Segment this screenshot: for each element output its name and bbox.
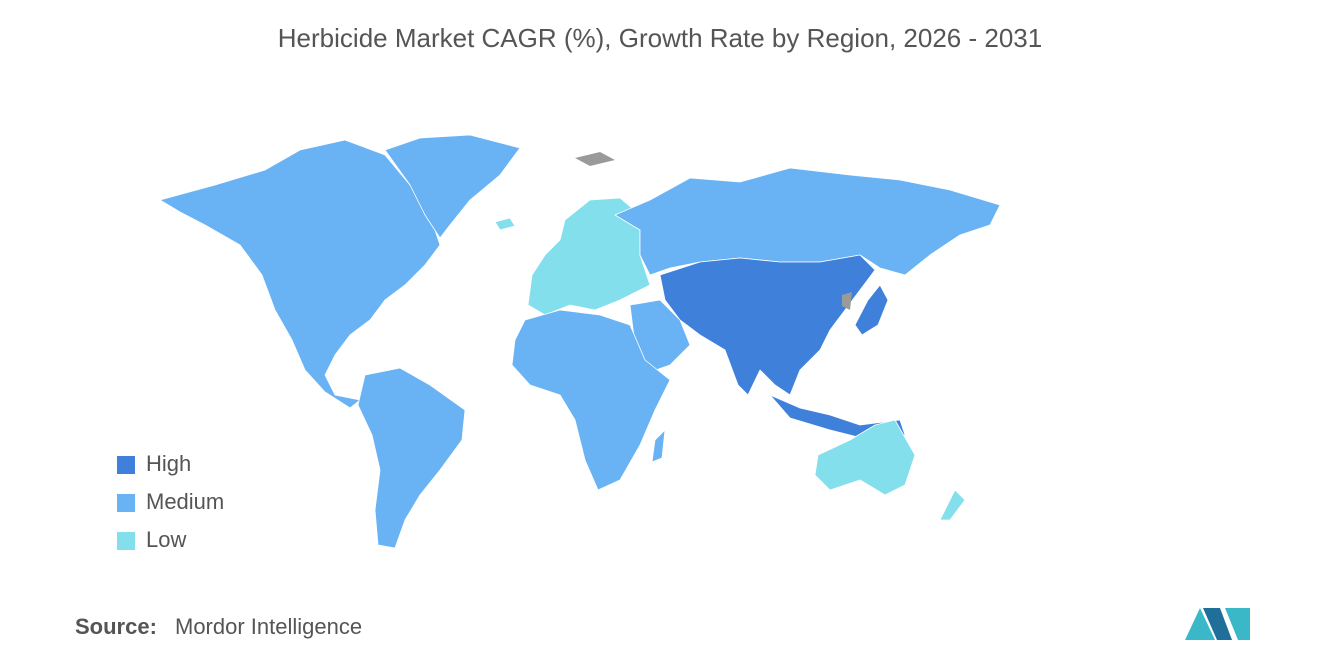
japan xyxy=(854,284,889,336)
no-data-korea xyxy=(842,292,852,310)
asia xyxy=(659,254,876,396)
legend: High Medium Low xyxy=(117,451,224,552)
legend-label: Medium xyxy=(146,489,224,514)
greenland xyxy=(384,134,521,239)
new-zealand xyxy=(939,489,966,521)
no-data-svalbard xyxy=(575,152,615,166)
source-text: Mordor Intelligence xyxy=(175,614,362,639)
map-title: Herbicide Market CAGR (%), Growth Rate b… xyxy=(278,23,1042,53)
legend-swatch xyxy=(117,494,135,512)
world-map xyxy=(159,134,1001,549)
africa xyxy=(511,309,671,491)
logo xyxy=(1185,608,1250,640)
madagascar xyxy=(651,429,666,463)
australia xyxy=(814,419,916,496)
source-label: Source: xyxy=(75,614,157,639)
north-america xyxy=(159,139,441,409)
legend-swatch xyxy=(117,532,135,550)
legend-label: Low xyxy=(146,527,186,552)
iceland xyxy=(494,217,516,231)
legend-label: High xyxy=(146,451,191,476)
legend-swatch xyxy=(117,456,135,474)
south-america xyxy=(357,367,466,549)
russia xyxy=(614,167,1001,276)
